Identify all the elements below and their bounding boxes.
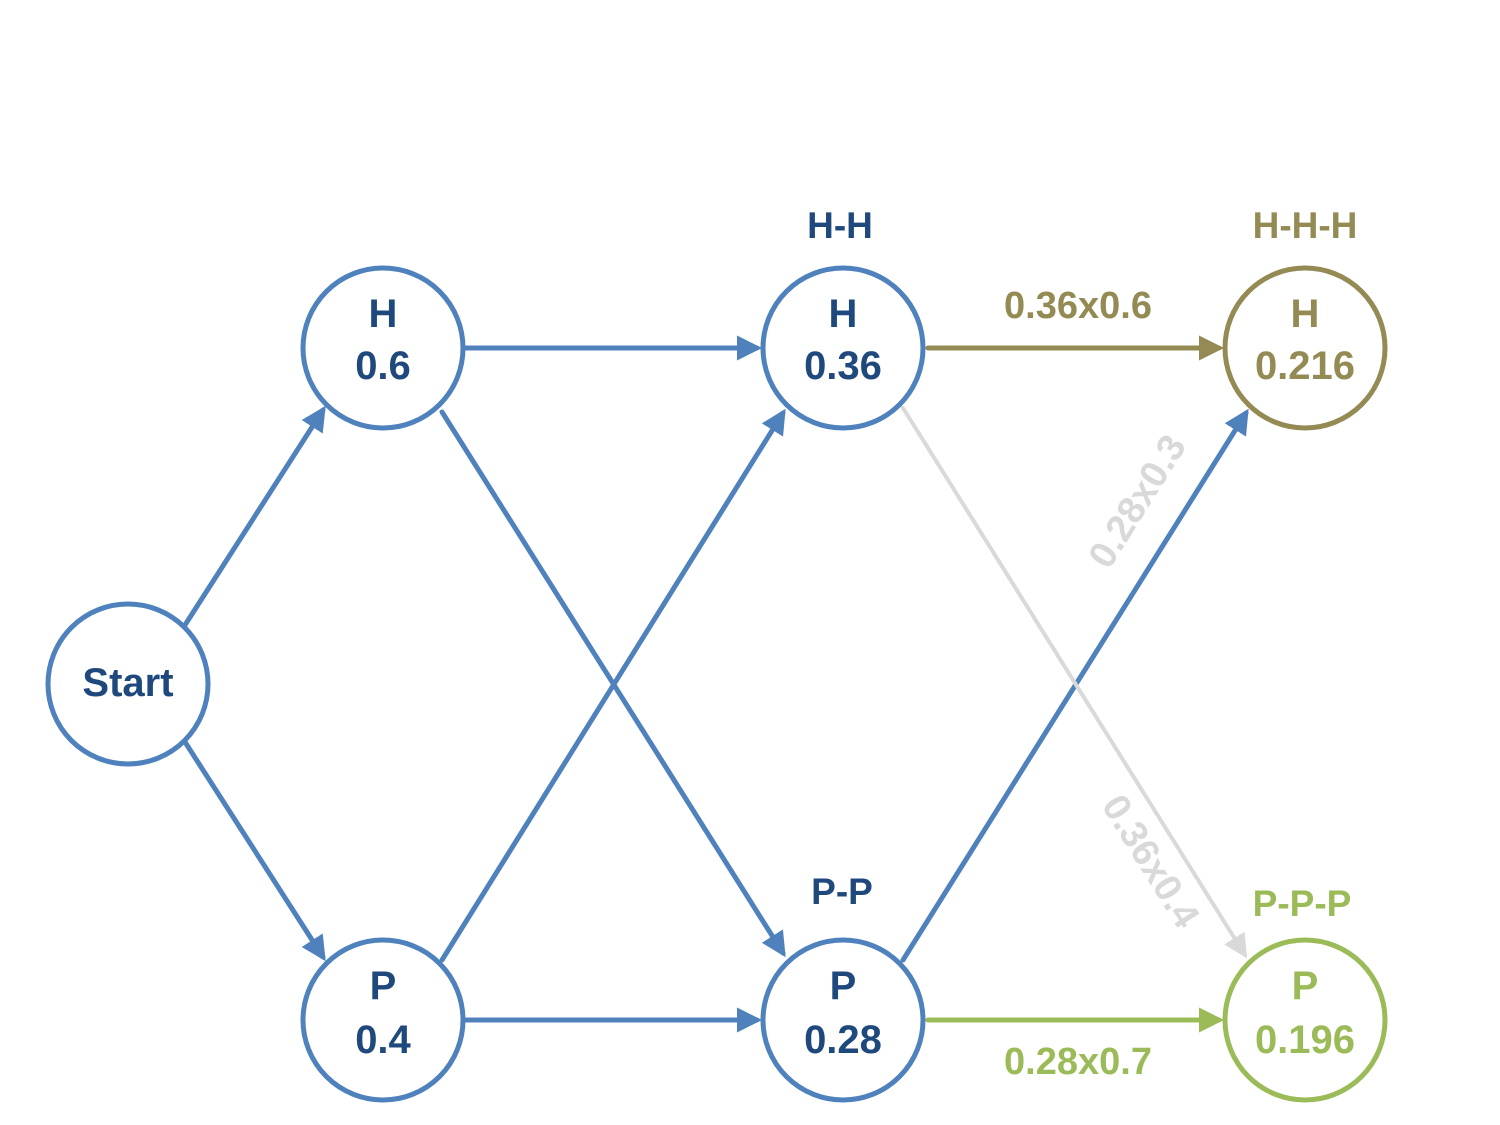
node-start-label: Start [82,661,173,705]
node-texts: Start H 0.6 P 0.4 H 0.36 P 0.28 H 0.216 … [82,292,1355,1062]
edge-start-to-p1 [182,739,326,962]
node-p2-letter: P [830,964,857,1008]
node-h3-letter: H [1291,292,1320,336]
state-label-hhh: H-H-H [1253,205,1358,246]
edge-label-pp-to-ppp: 0.28x0.7 [1004,1041,1152,1083]
node-p2 [760,937,926,1103]
node-h1 [300,265,466,431]
edge-label-pp-to-hhh: 0.28x0.3 [1081,428,1195,576]
node-h1-prob: 0.6 [355,344,411,388]
node-h2-prob: 0.36 [804,344,882,388]
node-p3 [1222,937,1388,1103]
node-h3-prob: 0.216 [1255,344,1355,388]
edge-p1-to-h2 [439,408,786,963]
node-h2-letter: H [829,292,858,336]
state-label-ppp: P-P-P [1253,883,1352,924]
edge-start-to-h1 [182,405,326,628]
state-label-pp: P-P [811,871,873,912]
edge-label-hh-to-ppp: 0.36x0.4 [1093,788,1207,936]
node-p3-letter: P [1292,964,1319,1008]
node-start [45,601,211,767]
edge-labels: 0.36x0.6 0.28x0.7 0.28x0.3 0.36x0.4 [1004,285,1207,1083]
node-h1-letter: H [369,292,398,336]
node-p1-prob: 0.4 [355,1018,411,1062]
nodes [45,265,1388,1103]
node-h3 [1222,265,1388,431]
node-p2-prob: 0.28 [804,1018,882,1062]
edge-p2-to-h3 [900,408,1249,963]
edge-label-hh-to-hhh: 0.36x0.6 [1004,285,1152,327]
node-p1 [300,937,466,1103]
state-label-hh: H-H [807,205,873,246]
node-p1-letter: P [370,964,397,1008]
node-h2 [760,265,926,431]
state-labels: H-H P-P H-H-H P-P-P [807,205,1357,924]
edges [182,335,1249,1033]
edge-h2-to-p3 [901,406,1248,959]
node-p3-prob: 0.196 [1255,1018,1355,1062]
